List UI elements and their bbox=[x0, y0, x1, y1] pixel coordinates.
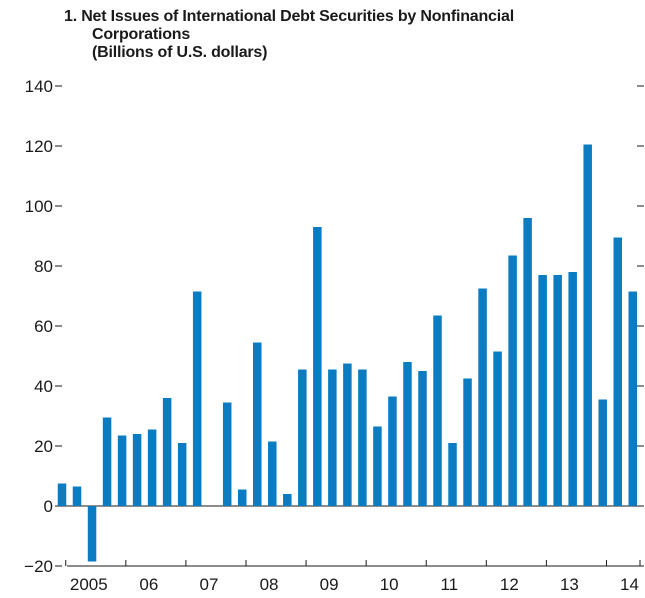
y-tick-label: 100 bbox=[25, 197, 53, 216]
y-tick-label: 40 bbox=[34, 377, 53, 396]
x-tick-label: 07 bbox=[199, 575, 218, 594]
x-tick-label: 2005 bbox=[70, 575, 108, 594]
bar bbox=[568, 272, 577, 506]
bar bbox=[433, 315, 442, 506]
bar bbox=[628, 291, 638, 506]
bar bbox=[102, 417, 112, 506]
bar bbox=[373, 426, 382, 506]
bar bbox=[222, 402, 232, 506]
bar bbox=[403, 362, 412, 506]
bar bbox=[192, 291, 202, 506]
chart-title-line1: Net Issues of International Debt Securit… bbox=[81, 8, 514, 25]
bar bbox=[132, 434, 142, 506]
bar bbox=[177, 443, 187, 506]
chart-title-line3: (Billions of U.S. dollars) bbox=[92, 44, 268, 61]
bar bbox=[508, 255, 517, 506]
chart-title-number: 1. bbox=[64, 8, 77, 25]
bar bbox=[493, 351, 502, 506]
bar bbox=[162, 398, 172, 506]
bar bbox=[328, 369, 337, 506]
y-tick-label: 0 bbox=[44, 497, 53, 516]
bar bbox=[268, 441, 277, 506]
y-tick-label: 20 bbox=[34, 437, 53, 456]
chart-title-line2: Corporations bbox=[92, 26, 191, 43]
bar bbox=[598, 399, 607, 506]
bars bbox=[57, 144, 638, 562]
tick-labels: −20 0 20 40 60 80 100 120 140 2005 06 07 08 09 10 11 12 1… bbox=[24, 77, 639, 594]
bar bbox=[613, 237, 622, 506]
bar bbox=[237, 489, 247, 506]
y-tick-label: 120 bbox=[25, 137, 53, 156]
x-tick-label: 08 bbox=[260, 575, 279, 594]
bar bbox=[147, 429, 157, 506]
bar bbox=[478, 288, 487, 506]
bar bbox=[538, 275, 547, 506]
bar bbox=[72, 486, 82, 506]
y-tick-label: 60 bbox=[34, 317, 53, 336]
y-tick-label: 80 bbox=[34, 257, 53, 276]
bar bbox=[388, 396, 397, 506]
bar bbox=[463, 378, 472, 506]
bar bbox=[253, 342, 262, 506]
bar bbox=[448, 443, 457, 506]
bar bbox=[283, 494, 292, 506]
bar bbox=[313, 227, 322, 506]
x-tick-label: 09 bbox=[320, 575, 339, 594]
bar bbox=[358, 369, 367, 506]
x-tick-label: 10 bbox=[380, 575, 399, 594]
bar bbox=[523, 218, 532, 506]
bar bbox=[117, 435, 127, 506]
y-tick-label: −20 bbox=[24, 557, 53, 576]
bar bbox=[343, 363, 352, 506]
x-tick-label: 13 bbox=[560, 575, 579, 594]
bar bbox=[583, 144, 592, 506]
x-tick-label: 11 bbox=[440, 575, 458, 594]
bar bbox=[57, 483, 67, 506]
x-tick-label: 14 bbox=[620, 575, 639, 594]
bar bbox=[553, 275, 562, 506]
bar bbox=[418, 371, 427, 506]
x-tick-label: 06 bbox=[139, 575, 158, 594]
bar bbox=[298, 369, 307, 506]
chart-title: 1. Net Issues of International Debt Secu… bbox=[64, 8, 639, 62]
y-tick-label: 140 bbox=[25, 77, 53, 96]
bar bbox=[87, 506, 97, 562]
x-tick-label: 12 bbox=[500, 575, 519, 594]
